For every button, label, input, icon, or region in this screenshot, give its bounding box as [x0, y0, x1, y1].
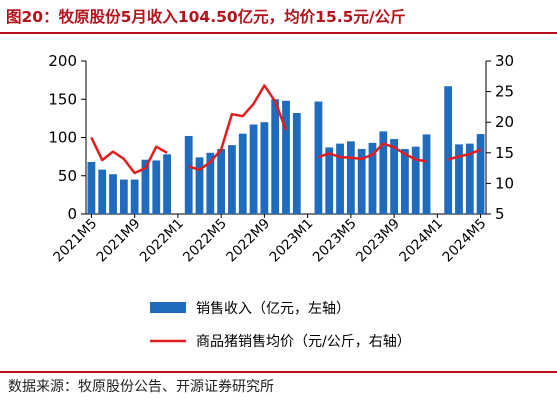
- y-right-tick-label: 20: [495, 113, 514, 131]
- y-right-tick-label: 10: [495, 174, 514, 192]
- revenue-bar: [87, 161, 96, 214]
- revenue-bar: [455, 144, 463, 214]
- x-tick-label: 2024M1: [396, 216, 446, 266]
- revenue-bar: [184, 135, 193, 214]
- revenue-bar: [195, 157, 204, 214]
- price-line-segment: [90, 136, 168, 175]
- y-left-tick-label: 100: [48, 129, 77, 147]
- y-left-tick-label: 200: [48, 52, 77, 70]
- revenue-bar: [249, 124, 258, 214]
- y-left-tick-label: 0: [67, 205, 77, 223]
- revenue-bar: [379, 131, 388, 214]
- revenue-bar: [282, 100, 290, 214]
- revenue-bar: [119, 179, 128, 214]
- revenue-bar: [163, 154, 171, 214]
- revenue-bar: [271, 99, 280, 214]
- price-line-segment: [447, 148, 482, 161]
- revenue-bar: [98, 169, 107, 214]
- source-note: 数据来源：牧原股份公告、开源证券研究所: [8, 379, 274, 395]
- x-tick-label: 2023M1: [267, 216, 317, 266]
- revenue-bar: [292, 113, 301, 214]
- y-right-tick-label: 15: [495, 144, 514, 162]
- revenue-bar: [152, 160, 161, 214]
- x-tick-label: 2022M1: [137, 216, 187, 266]
- figure-title: 图20：牧原股份5月收入104.50亿元，均价15.5元/公斤: [6, 8, 406, 26]
- y-right-tick-label: 25: [495, 83, 514, 101]
- title-rule: [0, 32, 557, 34]
- revenue-bar: [411, 146, 420, 214]
- price-line-segment: [188, 84, 288, 172]
- revenue-bar: [141, 159, 150, 214]
- revenue-bar: [206, 152, 215, 214]
- revenue-bar: [109, 174, 117, 214]
- revenue-bar: [228, 145, 236, 214]
- revenue-bar: [476, 134, 485, 214]
- x-tick-label: 2023M5: [310, 216, 360, 266]
- y-right-tick-label: 5: [495, 205, 505, 223]
- x-tick-label: 2021M9: [94, 216, 144, 266]
- revenue-bar: [422, 134, 431, 214]
- x-tick-label: 2023M9: [353, 216, 403, 266]
- revenue-bar: [357, 148, 366, 214]
- revenue-bar: [217, 148, 226, 214]
- revenue-bar: [336, 143, 344, 214]
- price-line-segment: [317, 142, 427, 163]
- revenue-bar: [368, 142, 377, 214]
- revenue-bar: [346, 141, 355, 214]
- x-tick-label: 2022M5: [180, 216, 230, 266]
- y-right-tick-label: 30: [495, 52, 514, 70]
- revenue-bar: [238, 133, 247, 214]
- revenue-bar: [325, 147, 334, 214]
- revenue-bar: [260, 122, 269, 214]
- chart: 050100150200510152025302021M52021M92022M…: [48, 52, 514, 350]
- legend-bar-label: 销售收入（亿元，左轴）: [196, 301, 350, 317]
- legend-line-label: 商品猪销售均价（元/公斤，右轴）: [196, 334, 411, 350]
- source-rule: [0, 371, 557, 373]
- revenue-bar: [465, 143, 474, 214]
- x-tick-label: 2024M5: [440, 216, 490, 266]
- revenue-bar: [314, 101, 323, 214]
- x-tick-label: 2021M5: [50, 216, 100, 266]
- y-left-tick-label: 150: [48, 90, 77, 108]
- revenue-bar: [401, 148, 409, 214]
- revenue-bar: [390, 139, 398, 214]
- revenue-bar: [444, 86, 453, 214]
- y-left-tick-label: 50: [58, 167, 77, 185]
- x-tick-label: 2022M9: [223, 216, 273, 266]
- revenue-bar: [130, 179, 139, 214]
- legend-bar-swatch: [150, 302, 186, 313]
